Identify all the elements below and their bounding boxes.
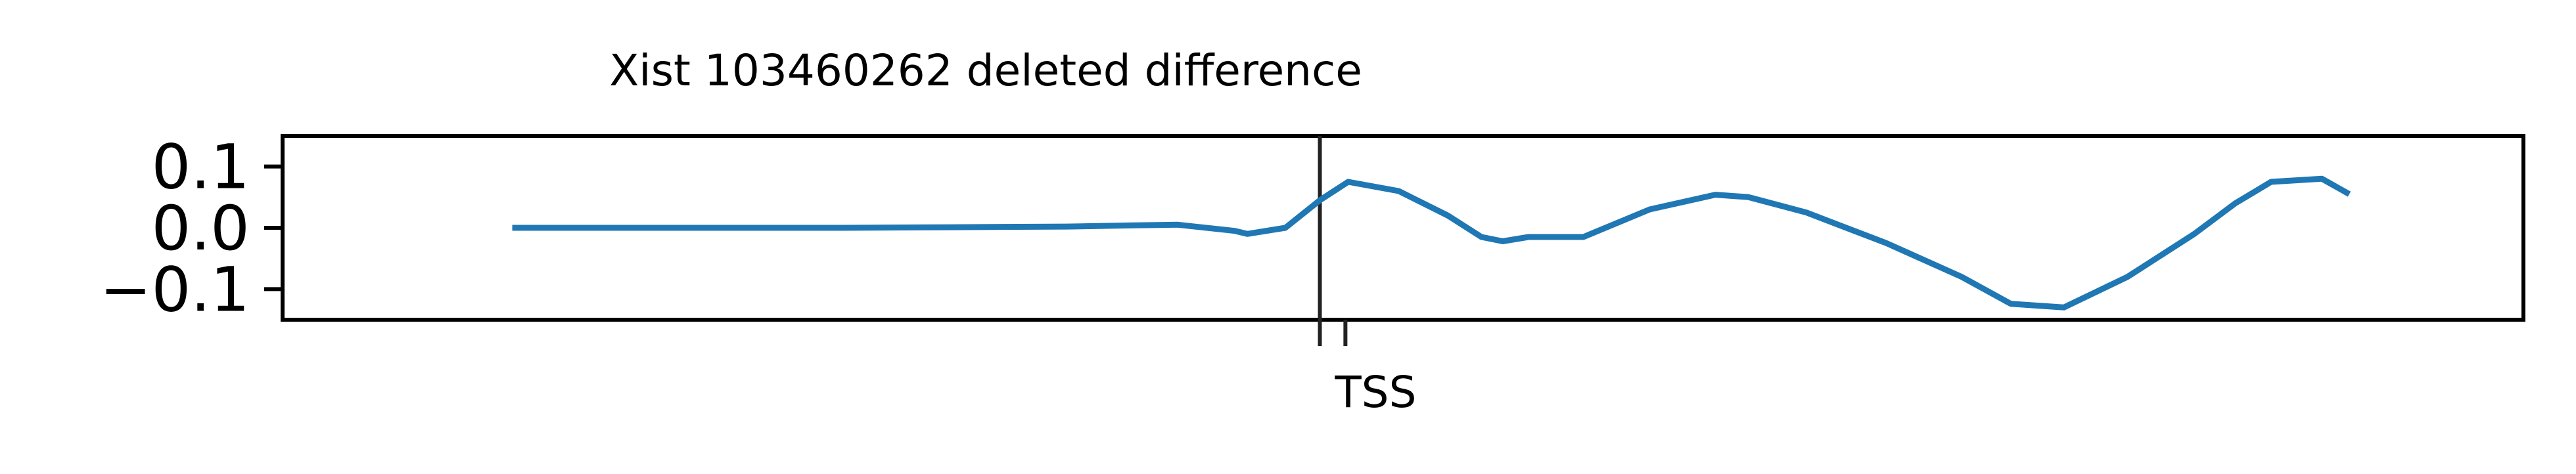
y-tick-label: 0.0 bbox=[152, 193, 250, 265]
tss-annotation: TSS bbox=[1334, 367, 1416, 418]
y-axis: 0.10.0−0.1 bbox=[100, 132, 283, 326]
chart-title: Xist 103460262 deleted difference bbox=[609, 45, 1362, 96]
series-line bbox=[512, 175, 2351, 311]
y-tick-label: 0.1 bbox=[152, 132, 250, 204]
x-axis-ticks bbox=[1318, 320, 1348, 346]
y-tick-label: −0.1 bbox=[100, 254, 250, 326]
